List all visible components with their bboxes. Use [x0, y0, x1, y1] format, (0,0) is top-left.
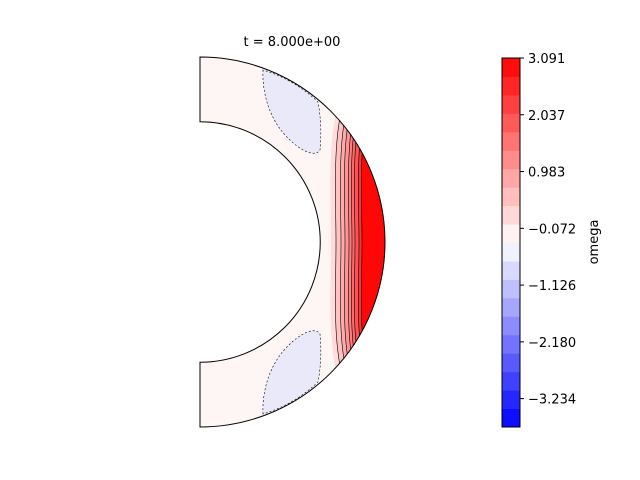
colorbar-frame [501, 57, 521, 428]
colorbar-swatch [502, 205, 520, 225]
colorbar-swatch [502, 297, 520, 317]
negative-omega-cell [262, 69, 322, 154]
colorbar-swatches [502, 58, 520, 428]
colorbar-swatch [502, 353, 520, 373]
colorbar-tick-label: 0.983 [528, 166, 565, 181]
plot-title: t = 8.000e+00 [244, 35, 341, 50]
colorbar-tick-label: 3.091 [528, 52, 565, 67]
colorbar-swatch [502, 94, 520, 114]
colorbar-swatch [502, 168, 520, 188]
colorbar: 3.0912.0370.983−0.072−1.126−2.180−3.234 … [501, 52, 602, 428]
colorbar-swatch [502, 408, 520, 428]
colorbar-tick-label: −1.126 [528, 279, 576, 294]
negative-omega-cells [262, 69, 322, 415]
annulus-outline [199, 56, 386, 428]
colorbar-label: omega [587, 220, 602, 265]
colorbar-swatch [502, 150, 520, 170]
contour-plot [199, 56, 386, 428]
colorbar-tick-label: −0.072 [528, 222, 576, 237]
negative-omega-cell [262, 330, 322, 415]
positive-omega-band [361, 99, 385, 385]
colorbar-swatch [502, 260, 520, 280]
colorbar-swatch [502, 371, 520, 391]
colorbar-swatch [502, 316, 520, 336]
colorbar-swatch [502, 242, 520, 262]
colorbar-tick-label: 2.037 [528, 109, 565, 124]
contour-bands [330, 99, 385, 385]
colorbar-tick-label: −2.180 [528, 336, 576, 351]
colorbar-swatch [502, 390, 520, 410]
colorbar-swatch [502, 76, 520, 96]
colorbar-swatch [502, 113, 520, 133]
colorbar-swatch [502, 224, 520, 243]
colorbar-swatch [502, 279, 520, 299]
colorbar-swatch [502, 334, 520, 354]
colorbar-swatch [502, 131, 520, 151]
colorbar-ticks: 3.091 2.037 0.983 −0.072 −1.126 −2.180 −3.234 [520, 52, 576, 408]
colorbar-tick-label: −3.234 [528, 393, 576, 408]
colorbar-swatch [502, 187, 520, 207]
colorbar-swatch [502, 58, 520, 77]
